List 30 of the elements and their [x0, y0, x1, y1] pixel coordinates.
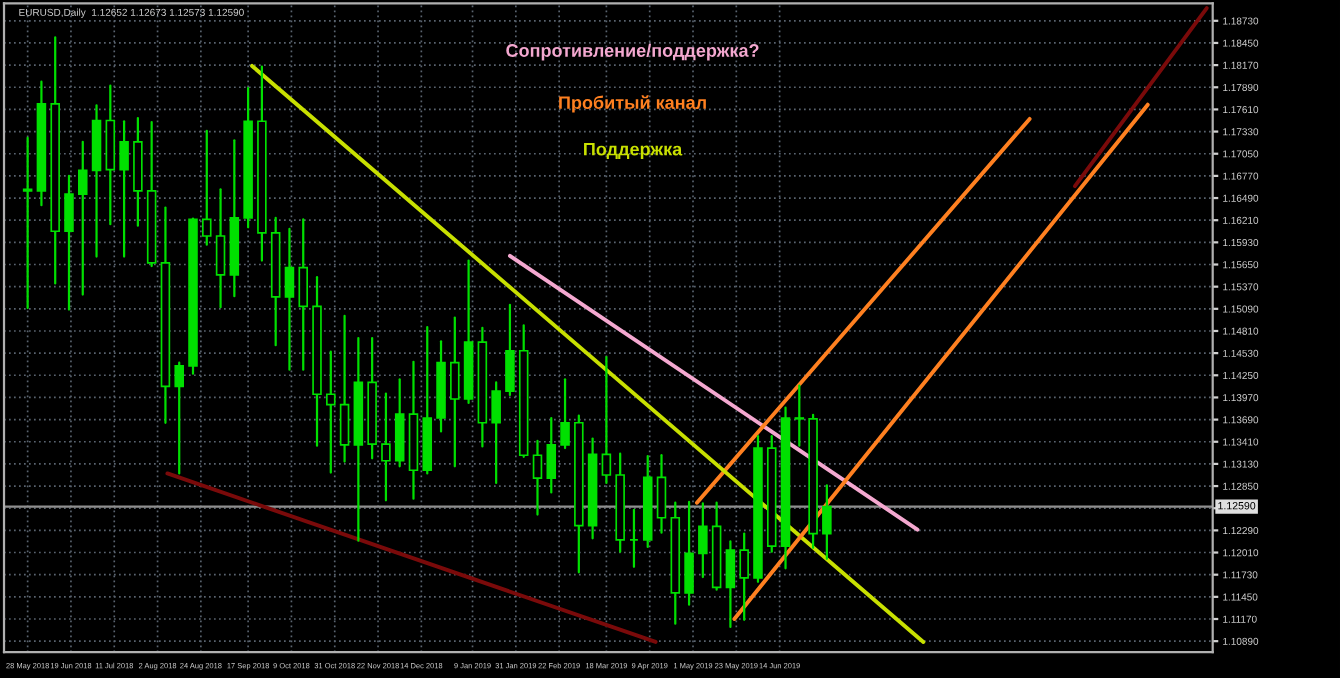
candlestick [450, 316, 460, 468]
candlestick [394, 378, 405, 468]
candlestick [656, 454, 667, 534]
annotation: Сопротивление/поддержка? [506, 43, 759, 61]
annotation: Поддержка [584, 142, 683, 160]
candlestick [601, 355, 612, 485]
candlestick [822, 484, 832, 560]
candlestick [725, 540, 736, 629]
candlestick [64, 174, 74, 311]
candlestick [215, 188, 226, 309]
candlestick [739, 532, 749, 621]
candlestick [326, 350, 336, 474]
candlestick [684, 500, 694, 606]
candlestick [174, 361, 184, 475]
candlestick [284, 227, 295, 371]
candlestick [339, 314, 350, 463]
candlestick [381, 392, 391, 502]
candlestick [532, 439, 543, 516]
candlestick [202, 129, 212, 246]
candlestick [546, 416, 557, 494]
candlestick [22, 136, 33, 310]
candlestick [794, 384, 805, 447]
candlestick [560, 378, 570, 450]
candlestick [77, 140, 88, 296]
candlestick [698, 502, 708, 579]
candlestick [491, 381, 501, 485]
candlestick [119, 120, 129, 258]
candlestick [298, 218, 309, 371]
candlestick [505, 303, 515, 397]
annotation: Пробитый канал [559, 95, 706, 113]
